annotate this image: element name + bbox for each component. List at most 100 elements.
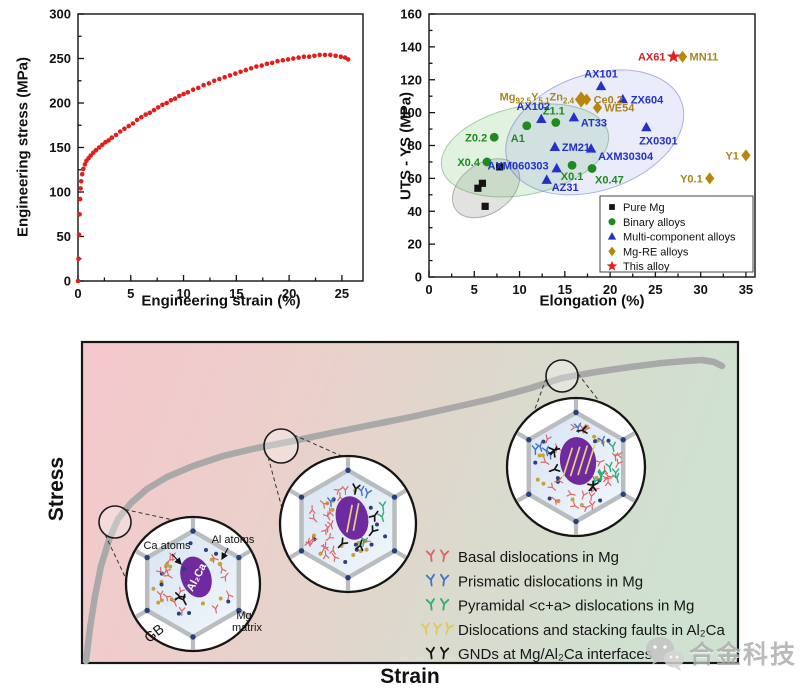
al-atom-dot [592, 434, 597, 439]
ca-atom-dot [214, 551, 219, 556]
dislocation-symbol [604, 472, 614, 480]
dislocation-symbol [163, 570, 173, 579]
legend-label: Multi-component alloys [623, 232, 736, 244]
grain-inset [505, 396, 647, 538]
y-tick-label: 80 [408, 138, 422, 153]
grain-inset [278, 454, 418, 594]
dislocation-symbol [566, 490, 576, 497]
ca-atom-dot [533, 460, 538, 465]
stacking-fault-line [352, 503, 360, 531]
dislocation-symbol [220, 572, 229, 582]
group-ellipse [505, 69, 685, 196]
al-atoms-arrow [221, 547, 229, 561]
point-label: AT33 [581, 118, 607, 130]
dislocation-symbol [356, 485, 365, 497]
al-atom-dot [540, 453, 545, 458]
data-point-diamond [677, 50, 688, 63]
data-point-circle [608, 218, 616, 226]
data-point-square [478, 179, 487, 187]
dislocation-symbol [321, 526, 329, 536]
dislocation-symbol [581, 504, 592, 512]
dislocation-symbol [540, 457, 550, 465]
dislocation-symbol [570, 501, 580, 509]
vertex-atom-dot [620, 437, 626, 443]
legend-label: Mg-RE alloys [623, 246, 689, 258]
ca-atom-dot [181, 566, 187, 572]
x-tick-label: 10 [176, 286, 190, 301]
point-label: ZX604 [631, 94, 664, 106]
dislocation-symbol [360, 536, 369, 547]
data-point-square [609, 204, 615, 210]
data-point-circle [567, 160, 577, 170]
dislocation-symbol [368, 525, 379, 537]
vertex-atom-dot [391, 494, 398, 500]
stacking-fault-line [584, 444, 596, 475]
al2ca-particle [180, 556, 212, 598]
dislocation-symbol [331, 552, 340, 562]
point-label: WE54 [604, 103, 635, 115]
zoom-indicator-circle [263, 428, 299, 464]
group-ellipse [452, 158, 521, 219]
dislocation-symbol [319, 500, 329, 509]
ca-atoms-arrow [171, 553, 182, 565]
dislocation-symbol [226, 590, 234, 600]
ca-atom-dot [547, 496, 552, 501]
data-point-diamond [741, 149, 751, 162]
dislocation-symbol [309, 505, 316, 515]
dislocation-symbol [329, 545, 336, 555]
dislocation-symbol [327, 497, 335, 508]
legend-symbol-prismatic [425, 573, 435, 587]
al-atom-dot [218, 596, 223, 601]
vertex-atom-dot [144, 607, 150, 614]
legend-symbol-basal [425, 549, 435, 563]
schematic-legend: Basal dislocations in Mg Prismatic disloc… [420, 549, 725, 663]
data-point-circle [482, 157, 492, 167]
dislocation-symbol [342, 486, 349, 495]
legend-frame [599, 195, 754, 273]
legend-symbol-gnd [425, 646, 435, 660]
x-tick-label: 0 [425, 282, 432, 297]
zoom-indicator-circle [98, 505, 132, 539]
point-label: AZ31 [552, 182, 579, 194]
dislocation-symbol [615, 458, 623, 468]
data-point-diamond [581, 93, 592, 106]
y-tick-label: 160 [400, 7, 422, 22]
dislocation-symbol [308, 513, 318, 523]
schematic-legend-label: Pyramidal <c+a> dislocations in Mg [458, 598, 694, 615]
dislocation-symbol [162, 593, 172, 602]
al-atom-dot [537, 453, 542, 458]
data-point-triangle [568, 111, 580, 122]
x-tick-label: 35 [739, 282, 753, 297]
al2ca-particle [335, 496, 369, 540]
y-tick-label: 250 [49, 51, 71, 66]
data-point-triangle [536, 113, 547, 123]
y-tick-label: 40 [408, 204, 422, 219]
dislocation-symbol [365, 487, 373, 499]
zoom-indicator-circle [545, 359, 579, 393]
left-chart-y-axis-title: Engineering stress (MPa) [14, 56, 32, 238]
data-point-circle [522, 121, 532, 131]
dislocation-symbol [554, 476, 564, 484]
point-label: X0.4 [457, 157, 481, 169]
ca-atom-dot [188, 541, 193, 546]
al-atom-dot [156, 600, 161, 605]
legend-symbol-pyramidal [425, 598, 435, 611]
dislocation-symbol [547, 482, 557, 491]
vertex-atom-dot [573, 409, 579, 416]
y-tick-label: 0 [415, 270, 422, 285]
dislocation-symbol [163, 565, 171, 575]
legend-symbol-sf [445, 621, 455, 635]
point-label: AX61 [638, 52, 666, 64]
wechat-icon [646, 637, 684, 671]
y-tick-label: 100 [49, 185, 71, 200]
vertex-atom-dot [190, 528, 196, 534]
point-label: Z1.1 [543, 105, 565, 117]
al-atom-dot [364, 547, 369, 552]
data-point-triangle [551, 162, 562, 173]
ca-atom-dot [593, 439, 598, 444]
point-labels: Z0.2 X0.4 A1 Z1.1 X0.1 X0.47 AX102 AX101 ZX604 AT… [457, 52, 739, 194]
schematic-legend-label: Dislocations and stacking faults in Al₂C… [458, 622, 725, 639]
ca-atom-dot [176, 611, 181, 616]
